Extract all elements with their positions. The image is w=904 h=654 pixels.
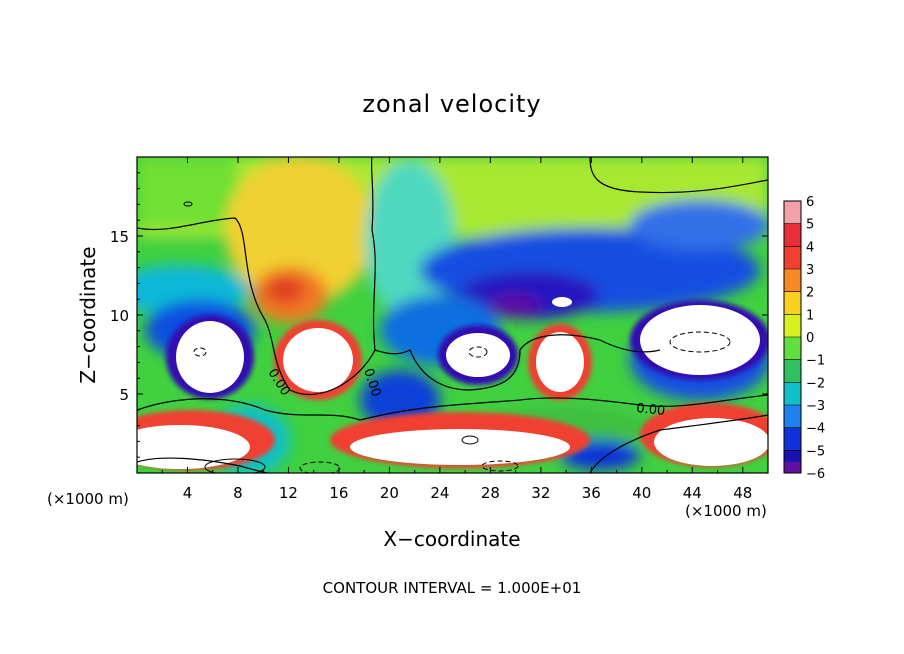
x-tick-label: 36 (582, 484, 601, 502)
colorbar-label: 0 (806, 331, 814, 346)
solid-contour-1 (204, 458, 266, 473)
colorbar-segment (784, 382, 801, 406)
dashed-contour-2 (468, 346, 488, 358)
chart-title: zonal velocity (362, 90, 541, 118)
colorbar-segment (784, 405, 801, 429)
x-ticks: 4 8 12 16 20 24 28 32 36 40 44 48 (161, 157, 752, 502)
y-tick-label: 15 (110, 228, 129, 246)
x-tick-label: 40 (632, 484, 651, 502)
contour-interval-footer: CONTOUR INTERVAL = 1.000E+01 (323, 579, 582, 597)
y-tick-label: 5 (119, 386, 129, 404)
white-blob-bm (350, 429, 570, 465)
colorbar-label: 6 (806, 195, 814, 210)
y-ticks: 5 10 15 (110, 172, 768, 458)
colorbar-segment (784, 291, 801, 315)
colorbar-label: −3 (806, 399, 825, 414)
colorbar-label: 2 (806, 286, 814, 301)
zero-contour-upper-left (137, 157, 376, 396)
colorbar-segment (784, 246, 801, 270)
contour-label-3: 0.00 (636, 401, 666, 419)
zero-contour-top-right (589, 157, 768, 194)
dashed-contour-3 (669, 331, 731, 353)
colorbar-label: 4 (806, 240, 814, 255)
colorbar-segment (784, 201, 801, 225)
white-blob-br (654, 418, 768, 466)
colorbar-label: 3 (806, 263, 814, 278)
x-tick-label: 4 (183, 484, 193, 502)
x-axis-label: X−coordinate (383, 527, 520, 551)
x-tick-label: 32 (531, 484, 550, 502)
purple-core (490, 295, 540, 315)
colorbar-segment-bottom (784, 461, 801, 473)
colorbar-segment (784, 337, 801, 361)
white-blob-2 (283, 328, 353, 392)
white-blob-5 (640, 305, 760, 375)
x-tick-label: 24 (430, 484, 449, 502)
colorbar-segment (784, 427, 801, 451)
zero-contour-low (137, 394, 768, 421)
zero-contour-bottom-left (137, 457, 269, 473)
white-blob-4 (536, 332, 584, 392)
colorbar-label: 5 (806, 218, 814, 233)
zero-contour-mid (374, 334, 661, 391)
colorbar-segment (784, 269, 801, 293)
white-blob-1 (176, 321, 244, 393)
x-tick-label: 44 (683, 484, 702, 502)
right-blue (630, 200, 768, 250)
heatmap-field (137, 157, 768, 473)
upper-left-green (137, 157, 237, 227)
dashed-contour-1 (193, 347, 207, 357)
solid-contour-3 (183, 201, 193, 207)
colorbar-segment (784, 223, 801, 247)
white-blob-bl (137, 425, 250, 469)
x-tick-label: 16 (329, 484, 348, 502)
colorbar-label: −1 (806, 354, 825, 369)
x-tick-label: 12 (279, 484, 298, 502)
colorbar-label: 1 (806, 308, 814, 323)
x-tick-label: 8 (233, 484, 243, 502)
white-blob-3 (446, 333, 510, 377)
colorbar-segment (784, 314, 801, 338)
colorbar-segment (784, 359, 801, 383)
colorbar-label: −5 (806, 444, 825, 459)
x-unit-label-left: (×1000 m) (47, 490, 129, 508)
colorbar-label: −6 (806, 467, 825, 482)
colorbar: 6 5 4 3 2 1 0 −1 −2 −3 −4 −5 −6 (783, 195, 825, 482)
dashed-contour-5 (481, 460, 519, 472)
jet-red (265, 276, 305, 304)
white-blob-small (552, 297, 572, 307)
y-tick-label: 10 (110, 307, 129, 325)
x-tick-label: 28 (481, 484, 500, 502)
colorbar-label: −4 (806, 422, 825, 437)
dashed-contour-4 (299, 461, 341, 473)
x-unit-label-right: (×1000 m) (685, 502, 767, 520)
colorbar-label: −2 (806, 376, 825, 391)
solid-contour-2 (461, 435, 479, 445)
x-tick-label: 20 (380, 484, 399, 502)
jet-yellow (225, 157, 375, 305)
zero-contour-bottom-right (589, 414, 768, 473)
x-tick-label: 48 (733, 484, 752, 502)
y-axis-label: Z−coordinate (76, 246, 100, 383)
